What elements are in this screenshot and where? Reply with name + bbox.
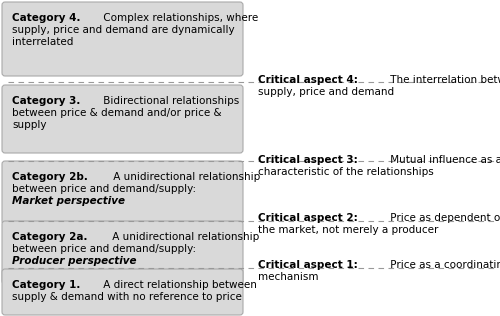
Text: supply: supply [12, 120, 46, 130]
Text: characteristic of the relationships: characteristic of the relationships [258, 167, 434, 177]
Text: Critical aspect 3:: Critical aspect 3: [258, 155, 358, 165]
Text: Critical aspect 2:: Critical aspect 2: [258, 213, 358, 223]
Text: Bidirectional relationships: Bidirectional relationships [100, 96, 239, 106]
Text: A direct relationship between: A direct relationship between [100, 280, 257, 290]
Text: Category 4.: Category 4. [12, 13, 80, 23]
FancyBboxPatch shape [2, 269, 243, 315]
Text: supply & demand with no reference to price: supply & demand with no reference to pri… [12, 292, 242, 302]
FancyBboxPatch shape [2, 221, 243, 284]
Text: Mutual influence as a key: Mutual influence as a key [386, 155, 500, 165]
FancyBboxPatch shape [2, 85, 243, 153]
Text: A unidirectional relationship: A unidirectional relationship [110, 232, 260, 242]
Text: Price as dependent on: Price as dependent on [386, 213, 500, 223]
Text: Critical aspect 1:: Critical aspect 1: [258, 260, 358, 270]
Text: Complex relationships, where: Complex relationships, where [100, 13, 258, 23]
Text: between price and demand/supply:: between price and demand/supply: [12, 244, 196, 254]
Text: Market perspective: Market perspective [12, 196, 125, 206]
FancyBboxPatch shape [2, 161, 243, 224]
Text: between price & demand and/or price &: between price & demand and/or price & [12, 108, 222, 118]
Text: Category 1.: Category 1. [12, 280, 80, 290]
Text: The interrelation between: The interrelation between [387, 75, 500, 85]
FancyBboxPatch shape [2, 2, 243, 76]
Text: Producer perspective: Producer perspective [12, 256, 136, 266]
Text: Category 2b.: Category 2b. [12, 172, 88, 182]
Text: mechanism: mechanism [258, 272, 318, 282]
Text: Category 3.: Category 3. [12, 96, 80, 106]
Text: supply, price and demand are dynamically: supply, price and demand are dynamically [12, 25, 234, 35]
Text: the market, not merely a producer: the market, not merely a producer [258, 225, 438, 235]
Text: Price as a coordinating: Price as a coordinating [386, 260, 500, 270]
Text: Category 2a.: Category 2a. [12, 232, 88, 242]
Text: interrelated: interrelated [12, 37, 74, 47]
Text: supply, price and demand: supply, price and demand [258, 87, 394, 97]
Text: Critical aspect 4:: Critical aspect 4: [258, 75, 358, 85]
Text: between price and demand/supply:: between price and demand/supply: [12, 184, 196, 194]
Text: A unidirectional relationship: A unidirectional relationship [110, 172, 260, 182]
